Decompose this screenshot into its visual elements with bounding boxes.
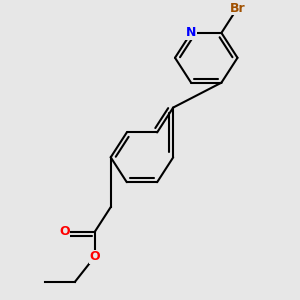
Text: Br: Br — [230, 2, 245, 14]
Text: O: O — [89, 250, 100, 263]
Text: N: N — [186, 26, 196, 39]
Text: O: O — [59, 226, 70, 238]
